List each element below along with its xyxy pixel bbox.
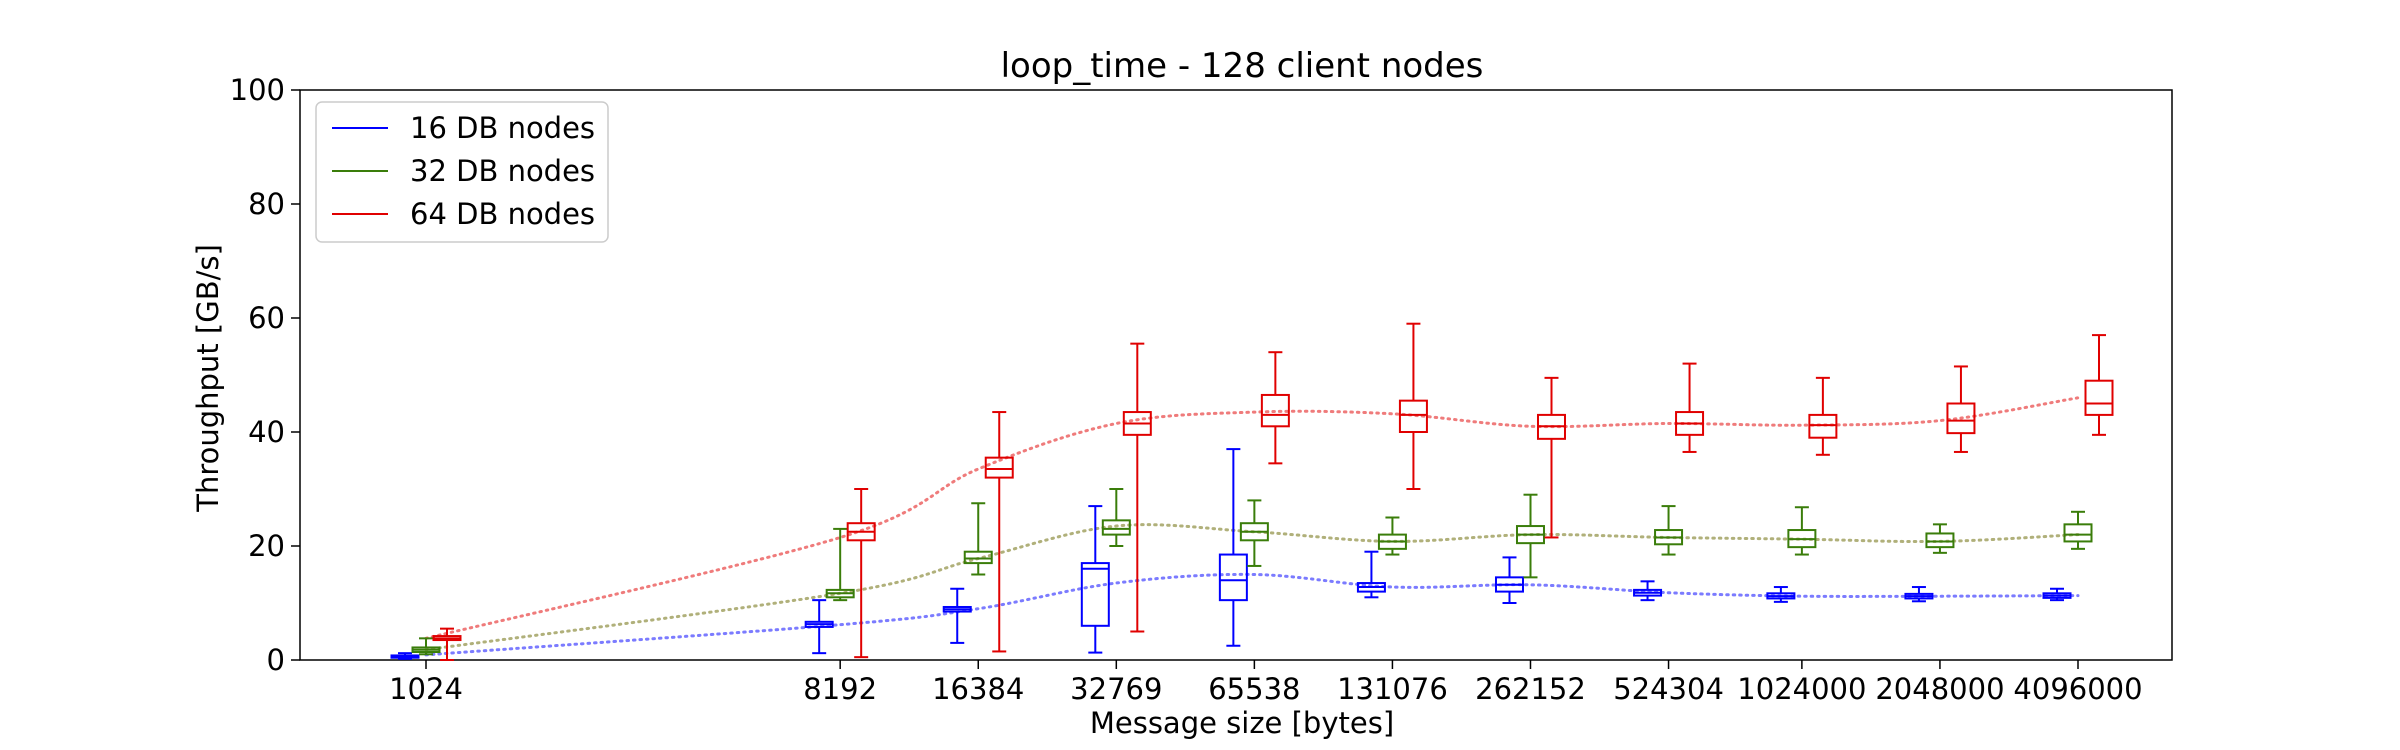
box (2063, 523, 2093, 543)
box-plot (1377, 516, 1407, 556)
box-plot (2084, 334, 2114, 436)
legend-label: 32 DB nodes (410, 154, 595, 188)
y-tick-label: 0 (267, 643, 285, 677)
box (1101, 519, 1131, 536)
legend: 16 DB nodes 32 DB nodes 64 DB nodes (315, 101, 609, 243)
y-tick-label: 60 (248, 301, 285, 335)
y-axis-label: Throughput [GB/s] (191, 244, 225, 513)
box (1398, 399, 1428, 433)
box-plot (1260, 351, 1290, 465)
legend-label: 16 DB nodes (410, 111, 595, 145)
box-plot (411, 637, 441, 656)
y-tick-label: 40 (248, 415, 285, 449)
axes-frame (299, 89, 2173, 661)
box (1808, 413, 1838, 439)
x-tick-label: 32769 (1070, 672, 1162, 706)
box (984, 456, 1014, 479)
box-plot (1808, 376, 1838, 456)
box-plot (1515, 493, 1545, 579)
plot-area: 0 20 40 60 80 100 1024 8192 16384 32769 65538 13107… (230, 73, 2173, 706)
box-plot (1122, 342, 1152, 633)
box (1946, 402, 1976, 435)
box-plot (390, 652, 420, 660)
y-tick-label: 20 (248, 529, 285, 563)
box-plot (1766, 586, 1796, 603)
box-plot (825, 527, 855, 602)
box-plot (984, 411, 1014, 653)
legend-label: 64 DB nodes (410, 197, 595, 231)
legend-frame (315, 101, 609, 243)
box-plot (846, 488, 876, 659)
x-tick-label: 1024000 (1737, 672, 1866, 706)
y-tick-label: 80 (248, 187, 285, 221)
x-tick-label: 262152 (1475, 672, 1586, 706)
box-plot (2063, 510, 2093, 550)
trend-line-2 (424, 523, 2080, 652)
box-plot (804, 599, 834, 655)
box (1260, 393, 1290, 428)
x-tick-label: 131076 (1337, 672, 1448, 706)
x-axis-label: Message size [bytes] (1090, 706, 1394, 740)
box-plot (1787, 506, 1817, 556)
box-plot (1218, 448, 1248, 647)
chart-title: loop_time - 128 client nodes (1001, 46, 1484, 86)
box-plot (1398, 322, 1428, 490)
box-plot (1101, 488, 1131, 547)
x-tick-label: 8192 (803, 672, 877, 706)
box-plot (942, 587, 972, 644)
box-plot (1654, 505, 1684, 556)
box (1218, 553, 1248, 602)
y-tick-label: 100 (230, 73, 285, 107)
box-plot (963, 502, 993, 576)
trend-line-3 (424, 396, 2080, 640)
box (1925, 532, 1955, 549)
box-plot (432, 627, 462, 661)
box-plot (1904, 586, 1934, 603)
box (2084, 379, 2114, 416)
box-plot (1633, 580, 1663, 602)
box-plot (1675, 362, 1705, 453)
box-plot (1946, 365, 1976, 453)
box-plot (1239, 499, 1269, 567)
box-plot (1536, 376, 1566, 539)
box (963, 550, 993, 565)
box (1080, 562, 1110, 627)
box-plot (1925, 523, 1955, 554)
x-tick-label: 16384 (932, 672, 1024, 706)
x-tick-label: 4096000 (2013, 672, 2142, 706)
box-plot (1356, 550, 1386, 599)
box-plot (2042, 587, 2072, 602)
x-tick-label: 524304 (1613, 672, 1724, 706)
trend-line-1 (424, 572, 2080, 657)
box-plot (1080, 505, 1110, 654)
x-tick-label: 2048000 (1875, 672, 2004, 706)
box-plot (1494, 556, 1524, 604)
x-tick-label: 1024 (389, 672, 463, 706)
x-tick-label: 65538 (1208, 672, 1300, 706)
